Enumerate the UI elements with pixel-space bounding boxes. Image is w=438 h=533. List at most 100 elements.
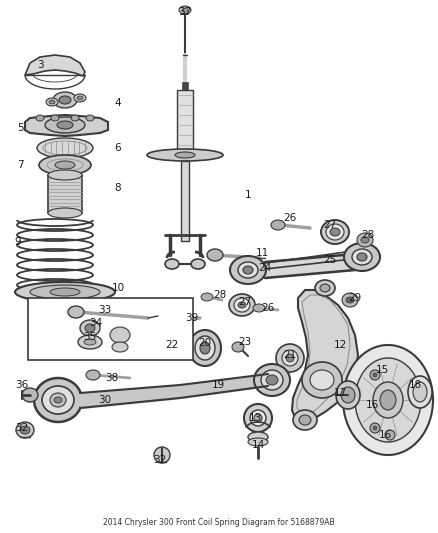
Ellipse shape (48, 208, 82, 218)
Ellipse shape (50, 393, 66, 407)
Ellipse shape (30, 285, 100, 299)
Ellipse shape (342, 293, 358, 307)
Ellipse shape (408, 376, 432, 408)
Ellipse shape (207, 249, 223, 261)
Ellipse shape (244, 404, 272, 432)
Text: 12: 12 (333, 340, 346, 350)
Ellipse shape (189, 330, 221, 366)
Text: 28: 28 (213, 290, 226, 300)
Ellipse shape (45, 117, 85, 133)
Ellipse shape (20, 426, 30, 434)
Text: 10: 10 (111, 283, 124, 293)
Ellipse shape (48, 170, 82, 180)
Ellipse shape (57, 121, 73, 129)
Text: 9: 9 (15, 237, 21, 247)
Bar (177, 90, 193, 155)
Ellipse shape (158, 314, 174, 326)
Ellipse shape (42, 386, 74, 414)
Text: 32: 32 (153, 455, 166, 465)
Text: 16: 16 (365, 400, 378, 410)
Ellipse shape (49, 100, 55, 104)
Ellipse shape (336, 381, 360, 409)
Text: 17: 17 (333, 388, 346, 398)
Ellipse shape (276, 344, 304, 372)
Ellipse shape (341, 387, 355, 403)
Text: 18: 18 (408, 380, 422, 390)
Text: 38: 38 (106, 373, 119, 383)
Ellipse shape (22, 388, 38, 402)
Ellipse shape (373, 382, 403, 418)
Ellipse shape (346, 297, 354, 303)
Ellipse shape (86, 370, 100, 380)
Ellipse shape (330, 228, 340, 236)
Text: 22: 22 (166, 340, 179, 350)
Ellipse shape (299, 415, 311, 425)
Ellipse shape (112, 342, 128, 352)
Ellipse shape (370, 423, 380, 433)
Ellipse shape (55, 161, 75, 169)
Text: 26: 26 (261, 303, 275, 313)
Ellipse shape (59, 96, 71, 104)
Text: 7: 7 (17, 160, 23, 170)
Text: 29: 29 (348, 293, 362, 303)
Text: 19: 19 (212, 380, 225, 390)
Ellipse shape (326, 224, 344, 240)
Ellipse shape (373, 373, 377, 377)
Ellipse shape (230, 256, 266, 284)
Ellipse shape (34, 378, 82, 422)
Ellipse shape (315, 280, 335, 296)
Text: 34: 34 (89, 318, 102, 328)
Ellipse shape (254, 364, 290, 396)
Ellipse shape (165, 259, 179, 269)
Ellipse shape (385, 430, 395, 440)
Ellipse shape (36, 115, 44, 121)
Text: 39: 39 (185, 313, 198, 323)
Ellipse shape (39, 155, 91, 175)
Ellipse shape (50, 288, 80, 296)
Text: 4: 4 (115, 98, 121, 108)
Ellipse shape (53, 92, 77, 108)
Ellipse shape (191, 259, 205, 269)
Ellipse shape (357, 253, 367, 261)
Text: 30: 30 (99, 395, 112, 405)
FancyBboxPatch shape (28, 298, 193, 360)
Ellipse shape (320, 284, 330, 292)
Ellipse shape (310, 370, 334, 390)
Ellipse shape (37, 138, 93, 158)
Text: 36: 36 (15, 380, 28, 390)
Ellipse shape (343, 345, 433, 455)
Text: 15: 15 (375, 365, 389, 375)
Ellipse shape (46, 98, 58, 106)
Ellipse shape (261, 370, 283, 390)
Ellipse shape (16, 422, 34, 438)
Ellipse shape (234, 298, 250, 312)
Ellipse shape (110, 327, 130, 343)
Ellipse shape (282, 350, 298, 366)
Text: 16: 16 (378, 430, 392, 440)
Text: 26: 26 (283, 213, 297, 223)
Text: 33: 33 (99, 305, 112, 315)
Ellipse shape (248, 432, 268, 442)
Ellipse shape (201, 293, 213, 301)
Text: 21: 21 (283, 350, 297, 360)
Text: 28: 28 (361, 230, 374, 240)
Text: 27: 27 (323, 220, 337, 230)
Text: 27: 27 (238, 297, 251, 307)
Ellipse shape (344, 243, 380, 271)
Ellipse shape (74, 94, 86, 102)
Ellipse shape (84, 339, 96, 345)
Text: 32: 32 (15, 423, 28, 433)
Ellipse shape (161, 339, 179, 357)
Ellipse shape (80, 320, 100, 336)
Ellipse shape (243, 266, 253, 274)
Text: 13: 13 (248, 413, 261, 423)
Ellipse shape (361, 237, 369, 243)
Text: 8: 8 (115, 183, 121, 193)
Ellipse shape (321, 220, 349, 244)
Polygon shape (25, 55, 85, 76)
Polygon shape (292, 290, 358, 422)
Ellipse shape (254, 414, 262, 422)
Text: 24: 24 (258, 263, 272, 273)
Ellipse shape (175, 152, 195, 158)
Text: 14: 14 (251, 440, 265, 450)
